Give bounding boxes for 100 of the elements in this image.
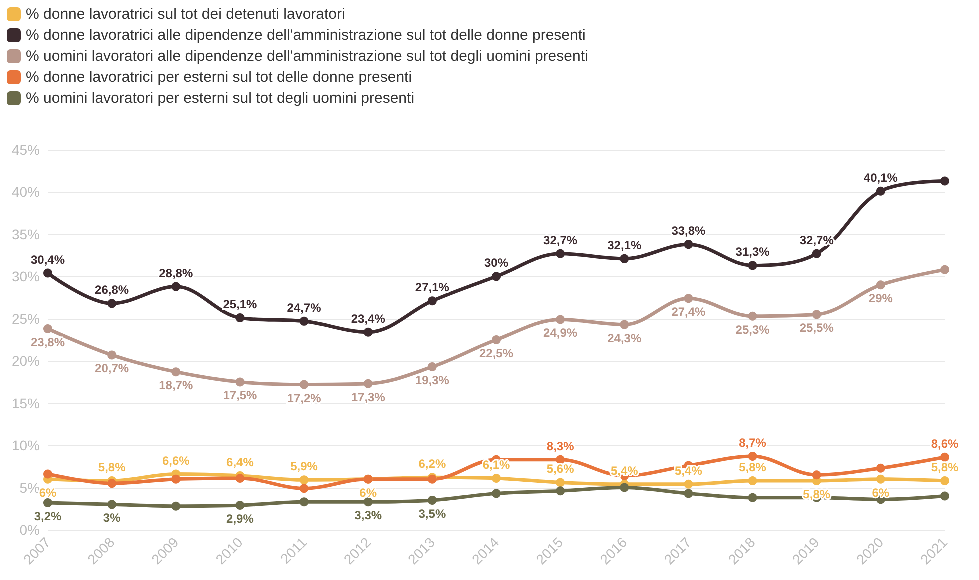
point	[748, 261, 758, 270]
y-tick-label: 45%	[12, 142, 40, 158]
point	[876, 280, 886, 290]
point	[364, 379, 373, 388]
point	[940, 176, 950, 186]
data-label: 5,8%	[739, 460, 767, 475]
y-tick-label: 25%	[12, 310, 40, 327]
point	[748, 452, 758, 462]
data-label: 6,6%	[162, 454, 190, 468]
point	[684, 480, 694, 489]
point	[940, 476, 950, 486]
data-label: 17,3%	[351, 390, 386, 404]
point	[812, 310, 822, 320]
legend-label: % uomini lavoratori alle dipendenze dell'amministrazione sul tot degli uomini presenti	[26, 48, 588, 65]
data-label: 5,9%	[290, 460, 318, 474]
data-label: 6%	[360, 486, 378, 500]
data-label: 3,3%	[354, 508, 382, 523]
point	[684, 240, 694, 250]
data-label: 5,4%	[675, 464, 703, 478]
data-label: 6%	[39, 486, 57, 500]
point	[172, 502, 181, 511]
data-label: 3%	[103, 511, 122, 526]
point	[748, 312, 758, 321]
point	[300, 498, 309, 507]
point	[556, 315, 566, 324]
data-label: 24,7%	[287, 300, 322, 315]
y-tick-label: 0%	[20, 522, 40, 538]
y-tick-label: 35%	[12, 226, 40, 242]
point	[876, 186, 886, 196]
point	[876, 474, 886, 484]
data-label: 22,5%	[479, 346, 514, 360]
point	[492, 474, 501, 483]
point	[556, 486, 566, 496]
point	[300, 316, 309, 326]
data-label: 28,8%	[159, 266, 194, 280]
point	[364, 498, 373, 507]
data-label: 31,3%	[736, 245, 770, 260]
point	[748, 476, 758, 486]
point	[172, 282, 181, 292]
point	[620, 254, 630, 264]
point	[428, 362, 437, 372]
data-label: 5,8%	[98, 460, 126, 475]
y-tick-label: 15%	[12, 395, 40, 412]
data-label: 25,3%	[736, 322, 770, 337]
point	[556, 478, 566, 488]
data-label: 8,7%	[739, 436, 767, 450]
data-label: 20,7%	[95, 362, 130, 376]
data-label: 19,3%	[415, 374, 450, 388]
point	[172, 474, 181, 484]
data-label: 6,4%	[226, 455, 254, 470]
point	[108, 350, 117, 360]
point	[876, 464, 886, 473]
data-label: 8,6%	[931, 436, 959, 451]
point	[556, 249, 566, 258]
data-label: 6%	[872, 486, 890, 500]
legend-label: % donne lavoratrici sul tot dei detenuti lavoratori	[26, 6, 346, 23]
data-label: 30,4%	[30, 252, 66, 267]
point	[556, 455, 566, 464]
point	[172, 368, 181, 377]
point	[492, 272, 501, 282]
data-label: 3,2%	[34, 509, 62, 524]
point	[108, 299, 117, 308]
data-label: 17,5%	[223, 388, 258, 403]
legend-label: % donne lavoratrici per esterni sul tot delle donne presenti	[26, 69, 412, 86]
point	[236, 378, 245, 387]
point	[44, 470, 52, 479]
data-label: 5,6%	[546, 462, 575, 476]
point	[300, 476, 309, 485]
data-label: 23,4%	[351, 312, 386, 326]
data-label: 18,7%	[159, 378, 194, 393]
data-label: 32,1%	[608, 238, 642, 252]
point	[428, 296, 437, 306]
y-tick-label: 40%	[12, 184, 40, 200]
point	[44, 268, 52, 278]
data-label: 25,1%	[223, 298, 258, 312]
point	[236, 501, 245, 510]
data-label: 24,9%	[544, 326, 578, 340]
point	[748, 493, 758, 502]
data-label: 17,2%	[287, 391, 322, 406]
y-tick-label: 20%	[12, 353, 40, 370]
point	[108, 500, 117, 510]
point	[236, 314, 245, 323]
data-label: 27,1%	[415, 280, 450, 295]
data-label: 30%	[484, 256, 509, 270]
point	[108, 479, 117, 488]
point	[684, 294, 694, 304]
data-label: 40,1%	[864, 170, 898, 185]
point	[428, 496, 437, 505]
point	[940, 492, 950, 501]
data-label: 27,4%	[672, 305, 706, 320]
data-label: 33,8%	[672, 224, 706, 238]
y-tick-label: 5%	[20, 480, 40, 496]
point	[492, 489, 501, 498]
data-label: 2,9%	[226, 512, 254, 526]
data-label: 32,7%	[544, 233, 578, 248]
point	[940, 265, 950, 274]
point	[684, 489, 694, 498]
legend-label: % uomini lavoratori per esterni sul tot degli uomini presenti	[26, 90, 415, 107]
data-label: 23,8%	[30, 336, 66, 350]
point	[236, 474, 245, 483]
